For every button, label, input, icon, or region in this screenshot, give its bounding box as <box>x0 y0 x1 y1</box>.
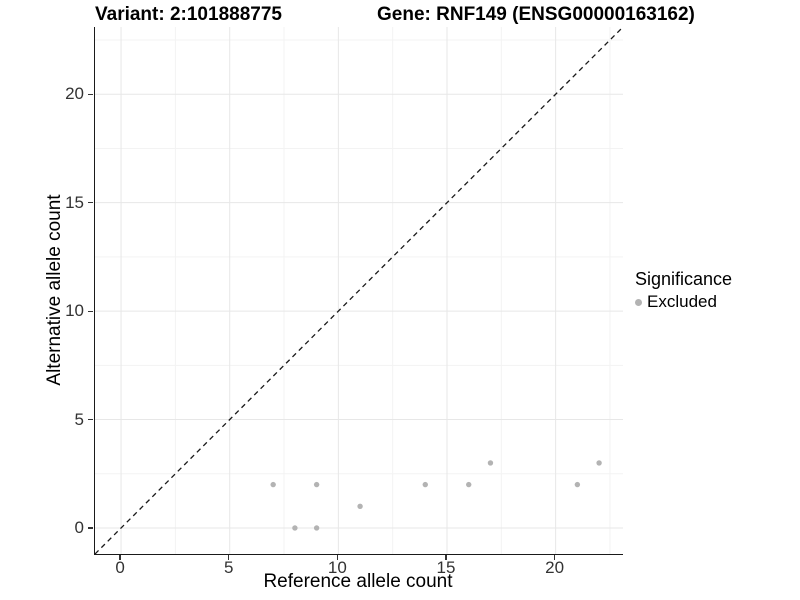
y-axis-tick <box>88 310 93 312</box>
y-tick-label: 5 <box>74 409 84 429</box>
data-point <box>596 460 602 466</box>
y-tick-label: 20 <box>65 84 84 104</box>
data-point <box>357 503 363 509</box>
x-axis-tick <box>336 555 339 560</box>
data-point <box>466 481 472 488</box>
x-axis-tick <box>228 555 230 560</box>
y-tick-label: 10 <box>65 301 84 321</box>
y-axis-tick <box>88 527 93 529</box>
scatter-canvas <box>95 27 623 554</box>
data-point <box>422 481 428 488</box>
x-axis-tick <box>554 555 556 560</box>
data-point <box>313 525 320 531</box>
data-point <box>487 460 494 466</box>
data-point <box>292 525 298 531</box>
x-axis-tick <box>119 555 121 560</box>
data-point <box>313 481 320 488</box>
x-tick-label: 0 <box>115 558 125 577</box>
y-axis-title: Alternative allele count <box>44 194 65 386</box>
x-axis-tick <box>445 555 447 560</box>
legend-title: Significance <box>635 269 733 289</box>
y-axis-tick <box>88 93 93 95</box>
legend-point-icon <box>635 298 642 306</box>
y-tick-label: 15 <box>65 192 84 212</box>
x-tick-label: 20 <box>545 558 565 577</box>
legend-item-excluded: Excluded <box>635 292 732 312</box>
x-tick-label: 5 <box>223 558 234 577</box>
plot-panel <box>94 27 623 555</box>
x-tick-label: 10 <box>327 558 347 577</box>
x-axis-title: Reference allele count <box>263 571 453 592</box>
data-point <box>574 481 581 488</box>
y-axis-tick <box>88 202 93 204</box>
variant-title: Variant: 2:101888775 <box>95 4 282 25</box>
y-axis-tick <box>88 418 93 421</box>
data-point <box>270 481 276 488</box>
x-tick-label: 15 <box>436 558 456 577</box>
gene-title: Gene: RNF149 (ENSG00000163162) <box>377 4 695 25</box>
legend: Significance Excluded <box>635 269 732 312</box>
y-tick-label: 0 <box>74 517 84 537</box>
legend-item-label: Excluded <box>647 292 717 311</box>
